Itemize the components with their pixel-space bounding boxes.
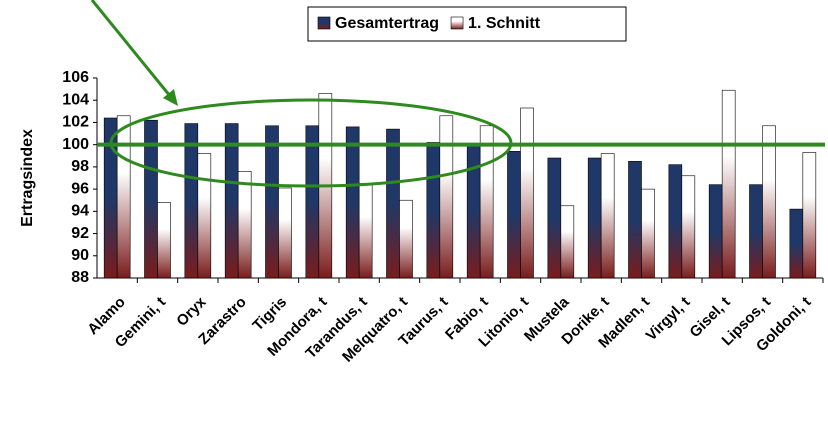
- bar: [466, 144, 481, 279]
- arrow-head: [163, 89, 178, 106]
- bar: [197, 153, 212, 279]
- y-tick-label: 100: [62, 136, 89, 153]
- x-tick-label: Oryx: [173, 293, 210, 330]
- bar: [345, 126, 360, 279]
- bar: [789, 208, 804, 279]
- bar: [628, 161, 642, 279]
- bar: [278, 187, 292, 279]
- bar: [520, 107, 534, 279]
- legend-label: Gesamtertrag: [335, 15, 439, 32]
- bar: [681, 175, 696, 279]
- bar: [668, 164, 683, 279]
- bar: [547, 157, 562, 279]
- bar: [708, 184, 723, 279]
- bar: [721, 89, 736, 279]
- y-tick-label: 98: [71, 158, 89, 175]
- bar: [641, 188, 655, 279]
- bar: [116, 115, 131, 279]
- bar: [265, 125, 279, 279]
- bar: [600, 153, 615, 279]
- legend-swatch: [317, 16, 331, 30]
- y-tick-label: 88: [71, 269, 89, 286]
- legend-box: [307, 6, 627, 42]
- bar: [426, 142, 441, 279]
- bar: [439, 115, 454, 279]
- bar: [157, 202, 171, 279]
- bar: [399, 199, 413, 279]
- y-axis-label: Ertragsindex: [19, 129, 36, 227]
- y-tick-label: 96: [71, 180, 89, 197]
- bar: [762, 125, 776, 279]
- bar: [386, 128, 400, 279]
- y-tick-label: 94: [71, 203, 89, 220]
- bar: [144, 119, 158, 279]
- bar: [802, 152, 817, 279]
- bar: [358, 183, 373, 279]
- arrow: [90, 0, 172, 97]
- bar: [587, 157, 602, 279]
- legend-label: 1. Schnitt: [468, 15, 541, 32]
- x-tick-label: Virgyl, t: [643, 294, 694, 345]
- bar: [560, 205, 575, 279]
- highlight-ellipse: [109, 98, 513, 188]
- bar: [184, 123, 199, 279]
- bar: [305, 125, 320, 279]
- bar: [749, 184, 763, 279]
- y-tick-label: 90: [71, 247, 89, 264]
- y-tick-label: 102: [62, 114, 89, 131]
- legend-swatch: [450, 16, 464, 30]
- bar: [224, 123, 239, 279]
- y-tick-label: 92: [71, 225, 89, 242]
- bar: [237, 171, 252, 279]
- bar: [479, 125, 494, 279]
- bar: [507, 151, 521, 279]
- y-tick-label: 106: [62, 69, 89, 86]
- y-tick-label: 104: [62, 91, 89, 108]
